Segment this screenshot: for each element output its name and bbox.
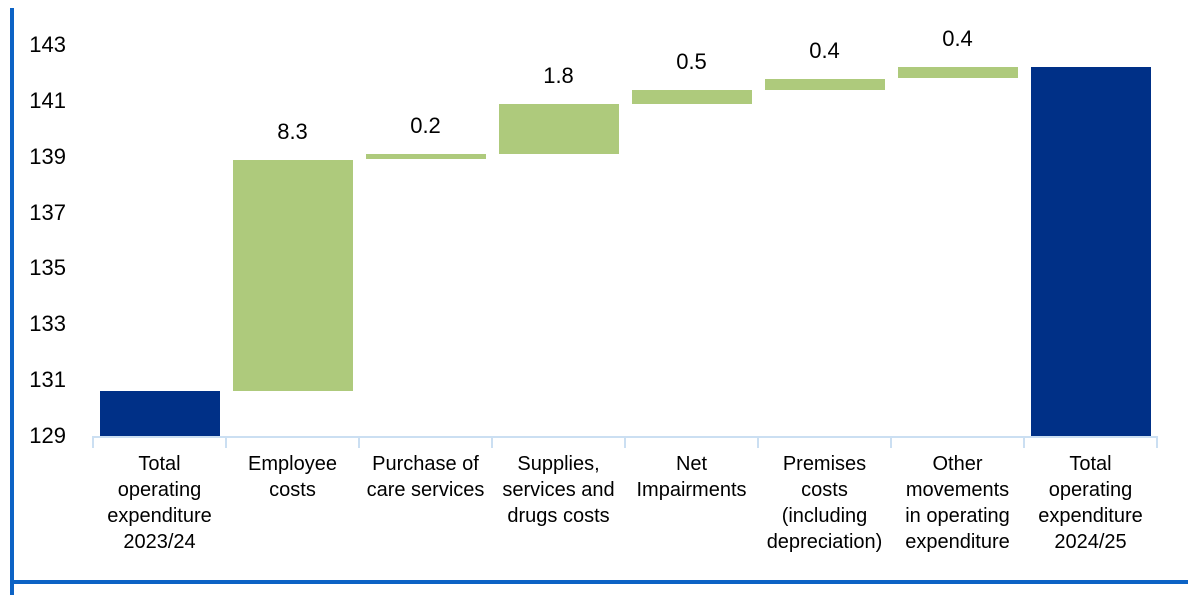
category-label-line: depreciation)	[766, 531, 883, 553]
category-label-line: Premises	[782, 453, 867, 475]
category-label-line: Employee	[248, 453, 337, 475]
bar-value-label: 0.4	[942, 26, 973, 52]
bar-net-impairments[interactable]	[631, 89, 752, 104]
category-label-line: costs	[269, 479, 316, 501]
y-axis-tick-label: 143	[29, 32, 66, 57]
bar-employee-costs[interactable]	[232, 159, 353, 392]
y-axis-tick-label: 141	[29, 87, 66, 113]
category-label-line: costs	[801, 479, 848, 501]
category-label-line: expenditure	[1038, 505, 1143, 527]
bar-premises-costs-including-depreciation[interactable]	[764, 78, 885, 90]
category-label-line: Total	[1069, 453, 1112, 475]
bar-value-label: 1.8	[543, 62, 574, 88]
x-axis-tick	[358, 436, 360, 448]
y-axis-tick-label: 133	[29, 311, 66, 337]
y-axis-tick-label: 129	[29, 423, 66, 448]
category-label-line: Other	[932, 453, 983, 475]
category-label-line: operating	[1048, 479, 1133, 501]
bar-total-operating-expenditure-2023-24[interactable]	[99, 391, 220, 436]
category-label-line: movements	[905, 479, 1010, 501]
bar-value-label: 0.5	[676, 48, 707, 74]
category-label-supplies-services-and-drugs-costs: Supplies, services and drugs costs	[489, 451, 629, 529]
category-label-line: care services	[366, 479, 485, 501]
y-axis-tick-label: 137	[29, 199, 66, 225]
page-border-left	[10, 8, 14, 595]
x-axis-tick	[92, 436, 94, 448]
category-label-line: 2024/25	[1054, 531, 1127, 553]
category-label-line: (including	[781, 505, 868, 527]
bar-total-operating-expenditure-2024-25[interactable]	[1030, 67, 1151, 436]
y-axis-tick-label: 135	[29, 255, 66, 281]
x-axis-tick	[624, 436, 626, 448]
watermark-fragment: 1	[284, 0, 340, 9]
watermark-digit: 1	[284, 0, 336, 8]
x-axis-tick	[225, 436, 227, 448]
category-label-premises-costs-including-depreciation: Premises costs (including depreciation)	[755, 451, 895, 555]
page-border-bottom	[10, 580, 1188, 584]
category-label-line: Impairments	[636, 479, 747, 501]
category-label-line: operating	[117, 479, 202, 501]
category-label-total-operating-expenditure-2023-24: Total operating expenditure 2023/24	[90, 451, 230, 555]
category-label-line: expenditure	[905, 531, 1010, 553]
category-label-total-operating-expenditure-2024-25: Total operating expenditure 2024/25	[1021, 451, 1161, 555]
bar-purchase-of-care-services[interactable]	[365, 153, 486, 160]
bar-supplies-services-and-drugs-costs[interactable]	[498, 103, 619, 154]
category-label-line: 2023/24	[123, 531, 196, 553]
category-label-line: expenditure	[107, 505, 212, 527]
category-label-line: Supplies,	[517, 453, 600, 475]
category-label-line: Purchase of	[372, 453, 479, 475]
bar-value-label: 0.2	[410, 112, 441, 138]
bar-value-label: 0.4	[809, 37, 840, 63]
category-label-line: services and	[502, 479, 615, 501]
x-axis-tick	[491, 436, 493, 448]
category-label-employee-costs: Employee costs	[223, 451, 363, 503]
category-label-other-movements-in-operating-expenditure: Other movements in operating expenditure	[888, 451, 1028, 555]
y-axis-tick-label: 139	[29, 143, 66, 169]
category-label-line: Total	[138, 453, 181, 475]
x-axis-tick	[1023, 436, 1025, 448]
category-label-line: drugs costs	[507, 505, 610, 527]
bar-value-label: 8.3	[277, 118, 308, 144]
category-label-line: in operating	[905, 505, 1010, 527]
bar-other-movements-in-operating-expenditure[interactable]	[897, 67, 1018, 79]
x-axis-tick	[757, 436, 759, 448]
category-label-net-impairments: Net Impairments	[622, 451, 762, 503]
category-label-line: Net	[675, 453, 708, 475]
y-axis-tick-label: 131	[29, 367, 66, 393]
category-label-purchase-of-care-services: Purchase of care services	[356, 451, 496, 503]
x-axis-tick	[1156, 436, 1158, 448]
x-axis-tick	[890, 436, 892, 448]
